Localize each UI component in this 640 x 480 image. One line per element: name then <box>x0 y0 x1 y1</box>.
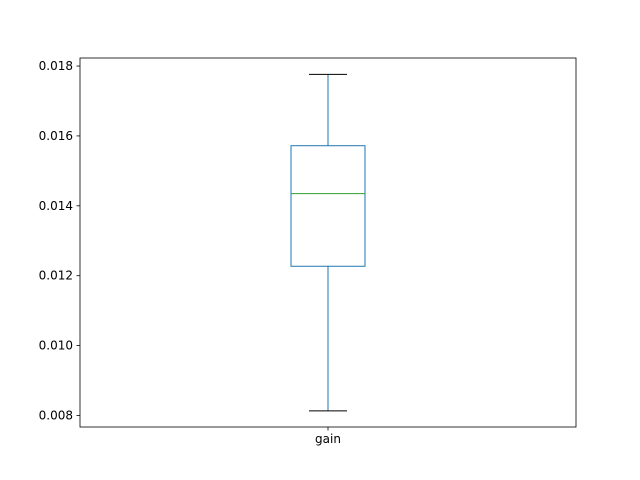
plot-marks <box>290 73 366 412</box>
y-tick-label: 0.012 <box>39 269 73 283</box>
y-tick-label: 0.018 <box>39 59 73 73</box>
y-tick-label: 0.016 <box>39 129 73 143</box>
x-axis: gain <box>315 427 341 446</box>
box-iqr <box>290 145 366 267</box>
y-axis: 0.008 0.010 0.012 0.014 0.016 0.018 <box>39 59 80 422</box>
y-tick-label: 0.008 <box>39 408 73 422</box>
y-tick-label: 0.010 <box>39 339 73 353</box>
y-tick-label: 0.014 <box>39 199 73 213</box>
plot-frame <box>79 57 577 428</box>
x-tick-label: gain <box>315 432 341 446</box>
